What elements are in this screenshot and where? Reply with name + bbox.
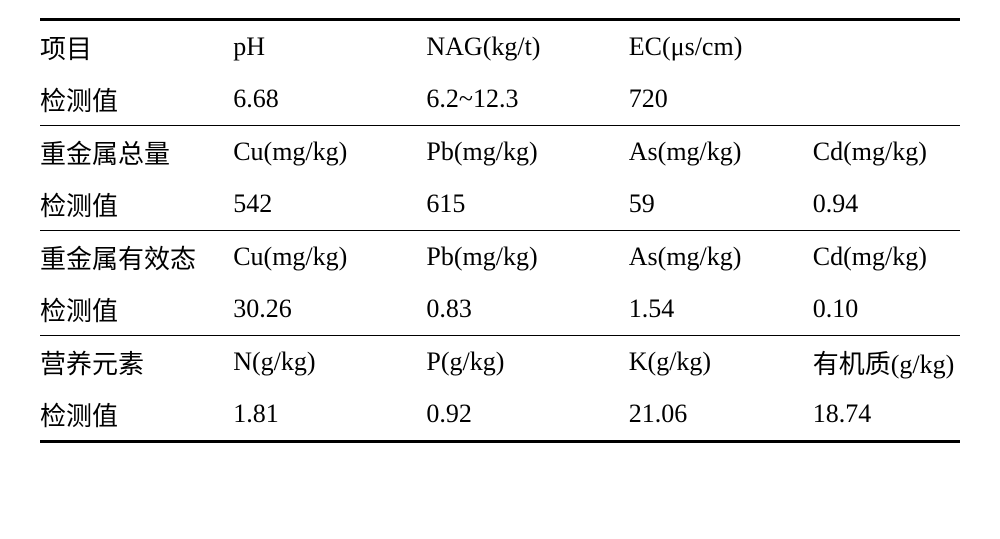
cell: 检测值 (40, 178, 233, 231)
cell: 重金属总量 (40, 126, 233, 179)
cell: 18.74 (813, 388, 960, 442)
section1-header-row: 项目 pH NAG(kg/t) EC(μs/cm) (40, 20, 960, 74)
section4-header-row: 营养元素 N(g/kg) P(g/kg) K(g/kg) 有机质(g/kg) (40, 336, 960, 389)
cell: Pb(mg/kg) (426, 231, 628, 284)
section1-value-row: 检测值 6.68 6.2~12.3 720 (40, 73, 960, 126)
cell: 615 (426, 178, 628, 231)
cell: 6.2~12.3 (426, 73, 628, 126)
cell: Cu(mg/kg) (233, 126, 426, 179)
cell: 720 (629, 73, 813, 126)
cell: 542 (233, 178, 426, 231)
cell: 21.06 (629, 388, 813, 442)
cell: pH (233, 20, 426, 74)
cell: Pb(mg/kg) (426, 126, 628, 179)
cell (813, 20, 960, 74)
cell: 检测值 (40, 73, 233, 126)
cell: P(g/kg) (426, 336, 628, 389)
cell: Cu(mg/kg) (233, 231, 426, 284)
section3-header-row: 重金属有效态 Cu(mg/kg) Pb(mg/kg) As(mg/kg) Cd(… (40, 231, 960, 284)
cell: 重金属有效态 (40, 231, 233, 284)
cell: N(g/kg) (233, 336, 426, 389)
cell: 有机质(g/kg) (813, 336, 960, 389)
cell: Cd(mg/kg) (813, 126, 960, 179)
cell: 0.92 (426, 388, 628, 442)
cell: 0.10 (813, 283, 960, 336)
cell: 检测值 (40, 283, 233, 336)
cell: 0.94 (813, 178, 960, 231)
cell: As(mg/kg) (629, 126, 813, 179)
cell: 30.26 (233, 283, 426, 336)
cell: 1.54 (629, 283, 813, 336)
section4-value-row: 检测值 1.81 0.92 21.06 18.74 (40, 388, 960, 442)
cell: 营养元素 (40, 336, 233, 389)
cell: NAG(kg/t) (426, 20, 628, 74)
cell: 0.83 (426, 283, 628, 336)
cell: 1.81 (233, 388, 426, 442)
section3-value-row: 检测值 30.26 0.83 1.54 0.10 (40, 283, 960, 336)
cell: 项目 (40, 20, 233, 74)
cell: K(g/kg) (629, 336, 813, 389)
cell: 6.68 (233, 73, 426, 126)
section2-value-row: 检测值 542 615 59 0.94 (40, 178, 960, 231)
cell: As(mg/kg) (629, 231, 813, 284)
cell: EC(μs/cm) (629, 20, 813, 74)
cell: 59 (629, 178, 813, 231)
table-wrapper: 项目 pH NAG(kg/t) EC(μs/cm) 检测值 6.68 6.2~1… (0, 0, 1000, 539)
cell: Cd(mg/kg) (813, 231, 960, 284)
cell: 检测值 (40, 388, 233, 442)
properties-table: 项目 pH NAG(kg/t) EC(μs/cm) 检测值 6.68 6.2~1… (40, 18, 960, 443)
section2-header-row: 重金属总量 Cu(mg/kg) Pb(mg/kg) As(mg/kg) Cd(m… (40, 126, 960, 179)
cell (813, 73, 960, 126)
